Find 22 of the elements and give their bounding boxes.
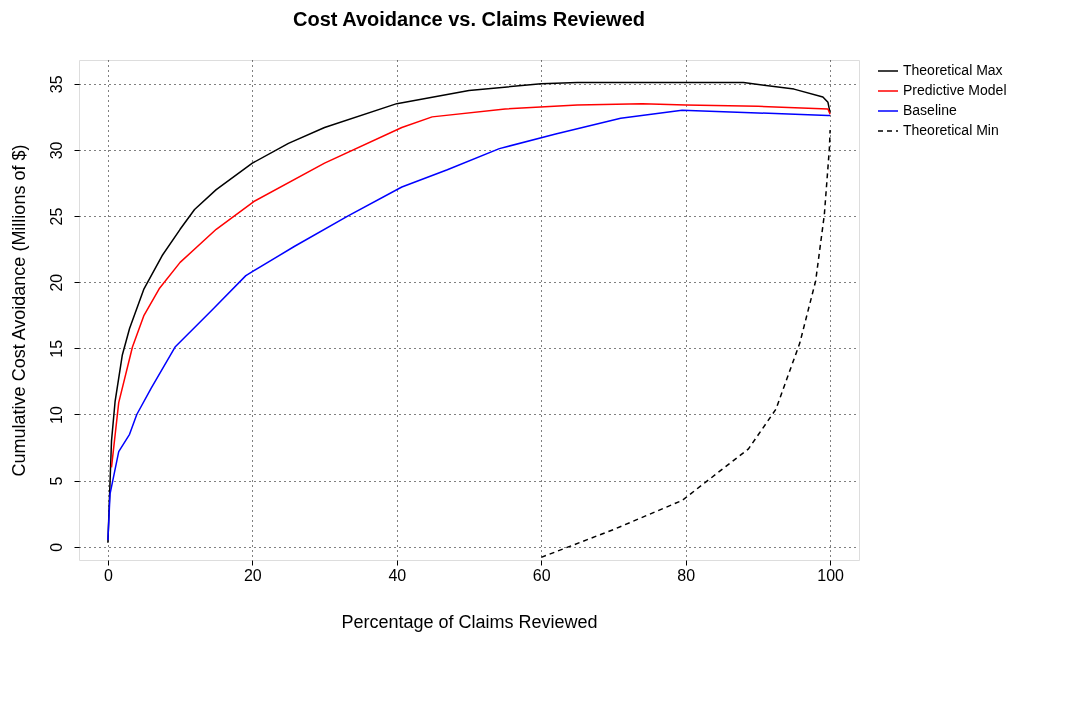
x-tick-label: 40 (388, 566, 407, 584)
legend-label: Baseline (903, 102, 957, 118)
y-tick-label: 30 (47, 141, 65, 160)
x-tick-label: 100 (817, 566, 845, 584)
x-tick-label: 60 (532, 566, 551, 584)
y-tick-label: 15 (47, 339, 65, 358)
x-tick-label: 80 (677, 566, 696, 584)
y-tick-label: 25 (47, 207, 65, 226)
y-tick-label: 20 (47, 273, 65, 292)
y-tick-label: 10 (47, 406, 65, 424)
x-tick-label: 20 (243, 566, 262, 584)
legend-label: Theoretical Min (903, 122, 999, 138)
y-tick-label: 35 (47, 75, 65, 94)
legend-label: Predictive Model (903, 82, 1007, 98)
chart-title: Cost Avoidance vs. Claims Reviewed (293, 8, 645, 30)
y-tick-label: 5 (47, 476, 65, 486)
y-axis-title: Cumulative Cost Avoidance (Millions of $) (8, 144, 29, 477)
y-tick-label: 0 (47, 542, 65, 552)
x-tick-label: 0 (103, 566, 113, 584)
x-axis-title: Percentage of Claims Reviewed (341, 611, 598, 632)
legend-label: Theoretical Max (903, 62, 1003, 78)
line-series (110, 102, 831, 469)
